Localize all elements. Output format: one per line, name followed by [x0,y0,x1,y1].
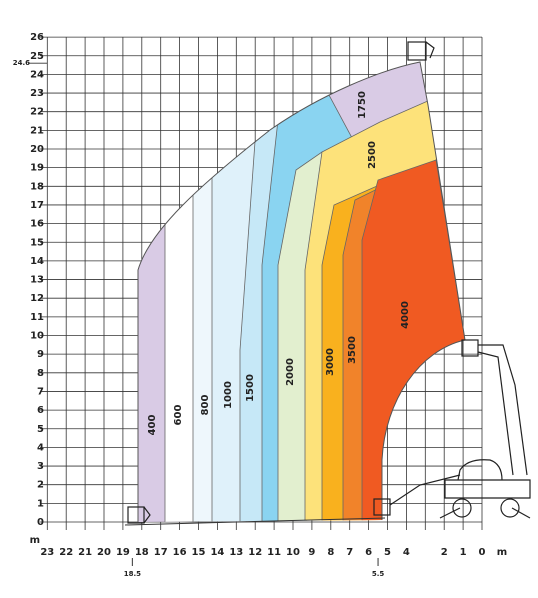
x-tick-label: 5 [384,547,391,558]
zone-label: 3000 [325,348,336,376]
zone-label: 400 [147,415,158,436]
y-tick-label: 19 [30,163,44,174]
y-tick-label: 6 [37,405,44,416]
y-tick-label: 21 [30,125,44,136]
y-tick-label: 8 [37,368,44,379]
x-tick-label: 19 [116,547,130,558]
y-tick-label: 22 [30,107,44,118]
y-tick-label: 24 [30,69,44,80]
y-tick-label: 12 [30,293,44,304]
x-tick-label: 8 [327,547,334,558]
zone-label: 3500 [347,336,358,364]
y-tick-label: 9 [37,349,44,360]
y-tick-label: 3 [37,461,44,472]
zone-label: 1000 [223,381,234,409]
y-tick-label: 13 [30,275,44,286]
x-tick-label: 18 [135,547,149,558]
x-tick-label: 21 [78,547,92,558]
zone-label: 2000 [285,358,296,386]
x-tick-label: 15 [192,547,206,558]
x-tick-label: 0 [479,547,486,558]
x-unit: m [497,547,507,558]
x-tick-label: 11 [267,547,281,558]
x-tick-label: 9 [308,547,315,558]
x-tick-label: 14 [210,547,224,558]
x-tick-label: 16 [173,547,187,558]
x-marker-label: 18.5 [124,570,141,578]
y-tick-label: 15 [30,237,44,248]
y-tick-label: 23 [30,88,44,99]
y-tick-label: 14 [30,256,44,267]
x-tick-label: 6 [365,547,372,558]
y-tick-label: 7 [37,386,44,397]
x-tick-label: 13 [229,547,243,558]
y-marker-label: 24.6 [13,59,30,67]
machine-icons [127,41,531,524]
x-marker-label: 5.5 [372,570,385,578]
y-tick-label: 18 [30,181,44,192]
x-tick-label: 7 [346,547,353,558]
y-tick-label: 25 [30,51,44,62]
x-tick-label: 22 [59,547,73,558]
base-line [124,517,386,526]
x-tick-label: 2 [441,547,448,558]
y-tick-label: 2 [37,480,44,491]
x-tick-label: 4 [403,547,410,558]
y-tick-label: 0 [37,517,44,528]
y-tick-label: 26 [30,32,44,43]
y-tick-label: 5 [37,424,44,435]
x-tick-label: 20 [97,547,111,558]
zone-label: 800 [200,395,211,416]
y-unit: m [30,535,40,546]
y-tick-label: 1 [37,498,44,509]
zone-label: 2500 [367,141,378,169]
x-tick-label: 23 [40,547,54,558]
x-tick-label: 10 [286,547,300,558]
x-tick-label: 17 [154,547,168,558]
y-tick-label: 10 [30,331,44,342]
y-tick-label: 17 [30,200,44,211]
y-tick-label: 16 [30,219,44,230]
zone-label: 600 [173,405,184,426]
x-tick-label: 1 [460,547,467,558]
y-tick-label: 4 [37,442,44,453]
load-zone [361,159,465,522]
y-tick-label: 11 [30,312,44,323]
zone-label: 1500 [245,374,256,402]
envelope [137,61,466,522]
x-tick-label: 12 [248,547,262,558]
zone-label: 1750 [357,91,368,119]
y-tick-label: 20 [30,144,44,155]
zone-label: 4000 [400,301,411,329]
